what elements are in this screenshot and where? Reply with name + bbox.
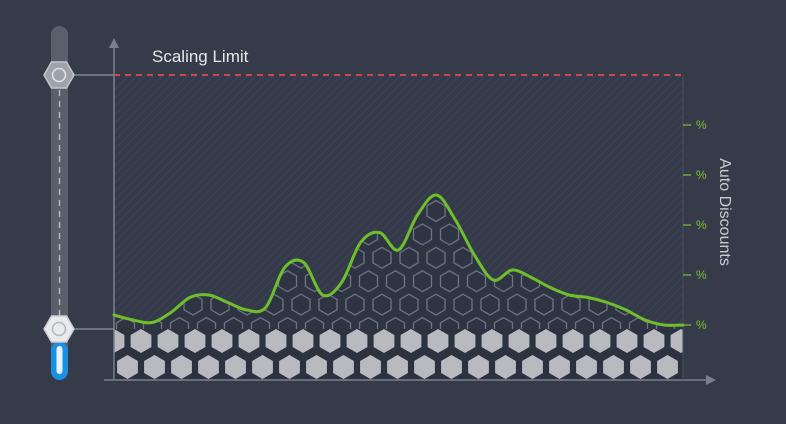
base-hexagon bbox=[114, 329, 125, 353]
base-hexagon bbox=[495, 355, 516, 379]
base-hexagon bbox=[171, 355, 192, 379]
y-axis-arrow bbox=[109, 38, 119, 48]
base-hexagon bbox=[589, 329, 611, 353]
base-hexagon bbox=[468, 355, 489, 379]
base-hexagon bbox=[144, 355, 165, 379]
base-hexagon bbox=[387, 355, 408, 379]
base-hexagon bbox=[630, 355, 651, 379]
base-hexagon bbox=[346, 329, 368, 353]
lower-handle-hex[interactable] bbox=[43, 315, 75, 343]
base-hexagon bbox=[657, 355, 678, 379]
base-hexagon bbox=[265, 329, 287, 353]
base-hexagon bbox=[698, 329, 719, 353]
base-hexagon bbox=[454, 329, 476, 353]
x-axis-arrow bbox=[706, 375, 716, 385]
base-hex-band bbox=[114, 329, 719, 380]
base-hexagon bbox=[522, 355, 543, 379]
upper-handle-grip-icon bbox=[51, 67, 67, 83]
y-tick-label: % bbox=[696, 268, 707, 282]
base-hexagon bbox=[292, 329, 314, 353]
base-hexagon bbox=[319, 329, 341, 353]
y-tick-label: % bbox=[696, 118, 707, 132]
base-hexagon bbox=[603, 355, 624, 379]
base-hexagon bbox=[535, 329, 557, 353]
base-hexagon bbox=[333, 355, 354, 379]
base-hexagon bbox=[360, 355, 381, 379]
base-hexagon bbox=[427, 329, 449, 353]
lower-handle-grip-icon bbox=[51, 321, 67, 337]
base-hexagon bbox=[279, 355, 300, 379]
base-hexagon bbox=[400, 329, 422, 353]
base-hexagon bbox=[616, 329, 638, 353]
y-tick-label: % bbox=[696, 168, 707, 182]
base-hexagon bbox=[643, 329, 665, 353]
scaling-limit-label: Scaling Limit bbox=[152, 47, 249, 66]
base-hexagon bbox=[508, 329, 530, 353]
base-hexagon bbox=[481, 329, 503, 353]
base-hexagon bbox=[576, 355, 597, 379]
upper-handle[interactable] bbox=[43, 61, 75, 89]
series-line-auto-discounts bbox=[112, 193, 685, 327]
range-slider[interactable] bbox=[43, 26, 75, 380]
base-hexagon bbox=[549, 355, 570, 379]
base-hexagon bbox=[157, 329, 179, 353]
base-hexagon bbox=[184, 329, 206, 353]
y-ticks: %%%%% bbox=[683, 118, 707, 332]
base-hexagon bbox=[238, 329, 260, 353]
y-tick-label: % bbox=[696, 218, 707, 232]
base-hexagon bbox=[441, 355, 462, 379]
lower-handle[interactable] bbox=[43, 315, 75, 343]
base-hexagon bbox=[306, 355, 327, 379]
y-axis-title: Auto Discounts bbox=[716, 158, 733, 266]
base-hexagon bbox=[130, 329, 152, 353]
base-hexagon bbox=[684, 355, 705, 379]
base-hexagon bbox=[225, 355, 246, 379]
base-hexagon bbox=[562, 329, 584, 353]
y-tick-label: % bbox=[696, 318, 707, 332]
base-hexagon bbox=[198, 355, 219, 379]
base-hexagon bbox=[373, 329, 395, 353]
base-hexagon bbox=[414, 355, 435, 379]
slider-fill-highlight bbox=[56, 346, 63, 374]
base-hexagon bbox=[252, 355, 273, 379]
base-hexagon bbox=[211, 329, 233, 353]
base-hexagon bbox=[670, 329, 683, 353]
upper-handle-hex[interactable] bbox=[43, 61, 75, 89]
base-hexagon bbox=[117, 355, 138, 379]
